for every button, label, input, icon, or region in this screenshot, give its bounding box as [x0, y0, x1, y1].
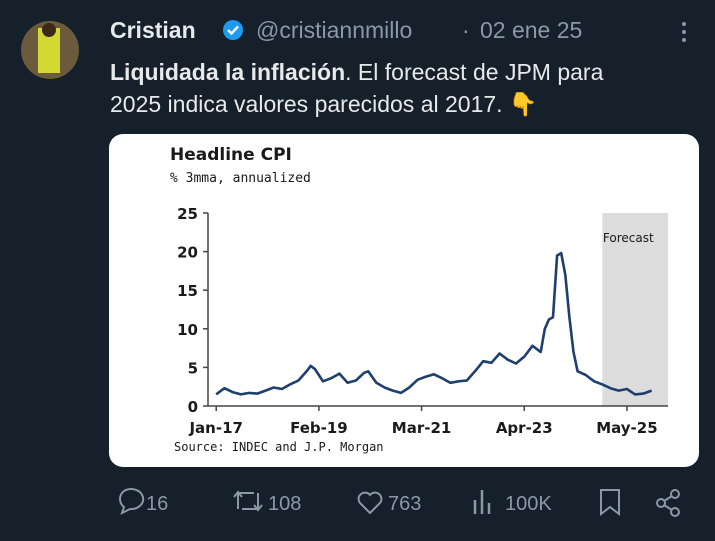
y-tick-label: 10: [177, 321, 198, 339]
tweet-date[interactable]: 02 ene 25: [480, 17, 582, 43]
forecast-region: [602, 213, 668, 406]
avatar[interactable]: [21, 21, 79, 79]
y-tick-label: 5: [188, 359, 198, 377]
view-count: 100K: [505, 493, 552, 515]
like-button[interactable]: 763: [357, 491, 422, 515]
verified-badge: [223, 20, 243, 40]
tweet-text-bold: Liquidada la inflación: [110, 59, 345, 85]
share-button[interactable]: [656, 489, 680, 517]
forecast-label: Forecast: [603, 231, 654, 245]
author-handle[interactable]: @cristiannmillo: [256, 17, 412, 43]
y-tick-label: 15: [177, 282, 198, 300]
chart: Headline CPI % 3mma, annualized Source: …: [170, 145, 668, 454]
y-tick-label: 20: [177, 244, 198, 262]
y-tick-label: 25: [177, 205, 198, 223]
like-count: 763: [388, 493, 421, 515]
more-menu[interactable]: [682, 22, 686, 42]
x-tick-label: Feb-19: [290, 419, 348, 437]
tweet-text-line: 2025 indica valores parecidos al 2017. 👇: [110, 91, 538, 118]
x-tick-label: May-25: [596, 419, 657, 437]
chart-source: Source: INDEC and J.P. Morgan: [174, 440, 384, 454]
reply-count: 16: [146, 493, 168, 515]
repost-button[interactable]: 108: [233, 490, 301, 515]
tweet-text-line: . El forecast de JPM para: [345, 59, 603, 85]
separator: ·: [462, 17, 470, 43]
author-name[interactable]: Cristian: [110, 17, 196, 43]
y-tick-label: 0: [188, 398, 198, 416]
x-tick-label: Jan-17: [188, 419, 242, 437]
bookmark-button[interactable]: [600, 489, 620, 517]
views-button[interactable]: 100K: [473, 490, 552, 515]
chart-title: Headline CPI: [170, 145, 292, 165]
data-line: [215, 251, 653, 396]
x-tick-label: Apr-23: [496, 419, 553, 437]
reply-button[interactable]: 16: [119, 488, 168, 515]
x-tick-label: Mar-21: [392, 419, 452, 437]
action-bar: 16 108 763 100K: [119, 488, 680, 517]
chart-subtitle: % 3mma, annualized: [170, 171, 311, 186]
tweet-text: Liquidada la inflación. El forecast de J…: [110, 59, 604, 85]
chart-card[interactable]: [109, 134, 699, 467]
repost-count: 108: [268, 493, 301, 515]
